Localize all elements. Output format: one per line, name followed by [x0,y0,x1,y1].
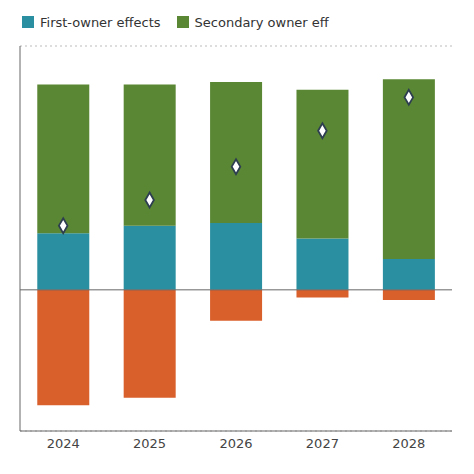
svg-text:2028: 2028 [392,436,425,451]
svg-text:2026: 2026 [219,436,252,451]
svg-text:2027: 2027 [306,436,339,451]
html-text:Secondary owner eff: Secondary owner eff [194,14,329,30]
svg-text:2025: 2025 [133,436,166,451]
html-text:First-owner effects: First-owner effects [40,14,161,30]
svg-text:2024: 2024 [47,436,80,451]
